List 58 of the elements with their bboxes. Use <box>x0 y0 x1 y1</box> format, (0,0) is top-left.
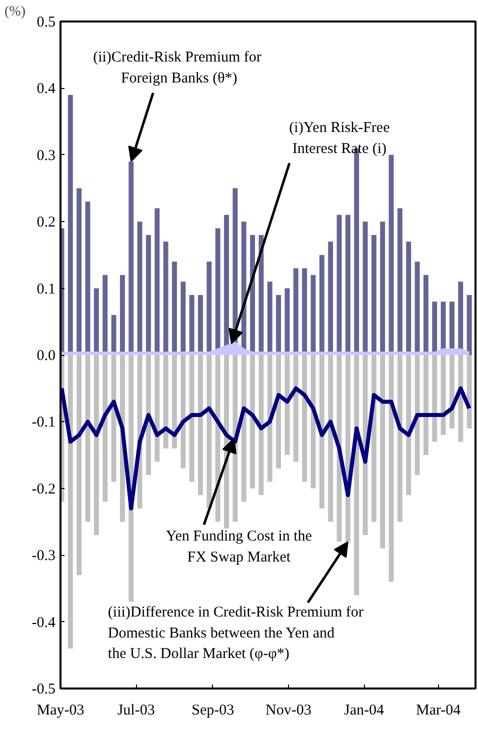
bar <box>258 355 264 496</box>
bar <box>250 355 255 488</box>
bar <box>215 355 220 522</box>
bar <box>276 355 282 468</box>
bar <box>319 355 324 508</box>
bar <box>397 355 402 522</box>
bar <box>154 355 160 462</box>
bar <box>68 355 73 648</box>
bar <box>180 355 186 468</box>
bar <box>414 355 420 476</box>
bar <box>440 355 446 436</box>
y-tick-label: 0.1 <box>36 281 56 298</box>
bar <box>76 355 82 576</box>
bar <box>380 355 386 548</box>
y-tick-label: 0.0 <box>36 348 56 364</box>
bar <box>189 355 194 482</box>
x-tick-label: Sep-03 <box>192 702 234 718</box>
y-tick-label: -0.5 <box>32 682 56 698</box>
y-tick-label: 0.5 <box>36 14 56 30</box>
bar <box>206 355 212 508</box>
bar <box>406 355 412 496</box>
bar <box>310 355 316 488</box>
bar <box>102 355 108 502</box>
y-tick-label: 0.4 <box>36 81 56 98</box>
bar <box>146 355 151 476</box>
bar <box>466 355 472 428</box>
bar <box>198 355 203 496</box>
bar <box>267 355 272 482</box>
y-tick-label: -0.1 <box>32 414 56 431</box>
bar <box>354 355 360 596</box>
bar <box>172 355 177 448</box>
bar <box>466 294 472 355</box>
y-tick-label: -0.4 <box>32 614 56 631</box>
bar <box>94 355 99 536</box>
annotation: Yen Funding Cost in the FX Swap Market <box>166 528 312 566</box>
bar <box>458 355 464 442</box>
bar <box>284 355 290 456</box>
line-series <box>60 386 472 510</box>
annotation: (i)Yen Risk-Free Interest Rate (i) <box>289 120 390 157</box>
bar <box>432 355 438 442</box>
x-tick-label: May-03 <box>36 702 84 718</box>
bar <box>163 355 168 448</box>
bar <box>241 355 246 502</box>
bar <box>423 355 428 456</box>
annotation: (ii)Credit-Risk Premium for Foreign Banks (θ*) <box>93 50 262 87</box>
y-axis-title: (%) <box>4 4 26 20</box>
bar <box>293 355 298 462</box>
x-tick-label: Mar-04 <box>416 702 462 718</box>
x-tick-label: Nov-03 <box>266 702 312 718</box>
y-tick-label: -0.3 <box>32 548 56 564</box>
x-tick-label: Jul-03 <box>117 702 155 718</box>
y-tick-label: -0.2 <box>32 481 56 498</box>
y-tick-label: 0.2 <box>36 214 56 231</box>
x-tick-label: Jan-04 <box>344 702 385 718</box>
y-tick-label: 0.3 <box>36 148 56 164</box>
bar <box>328 355 334 522</box>
annotation: (iii)Difference in Credit-Risk Premium for Domestic Banks between the Yen and the U.S. Dollar Market (φ-φ*) <box>108 604 364 662</box>
bar <box>302 355 308 482</box>
